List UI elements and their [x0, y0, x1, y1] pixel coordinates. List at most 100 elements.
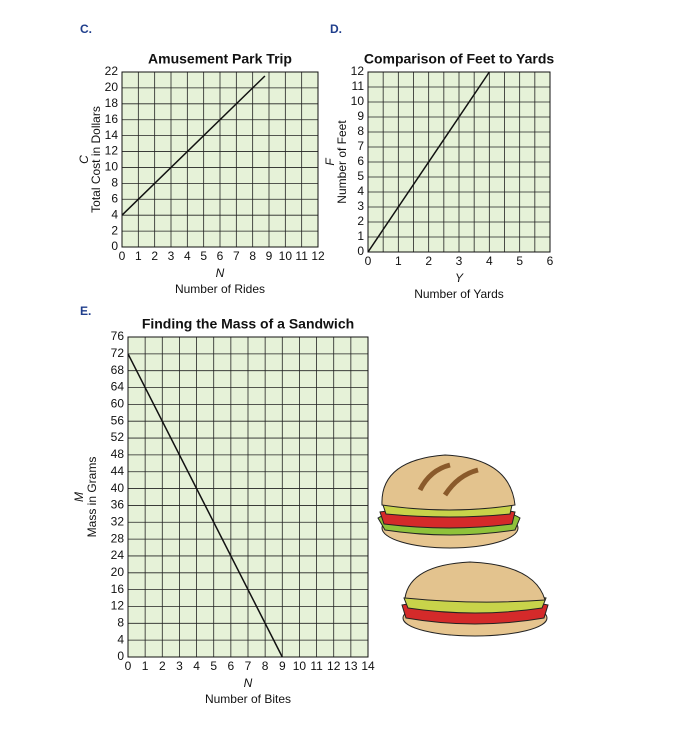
y-tick-label: 1 — [357, 229, 364, 243]
y-tick-label: 12 — [111, 599, 125, 613]
y-axis-label: Number of Feet — [335, 120, 349, 204]
x-tick-label: 6 — [547, 254, 554, 268]
y-tick-label: 76 — [111, 329, 125, 343]
y-tick-label: 12 — [351, 64, 365, 78]
x-tick-label: 4 — [184, 249, 191, 263]
y-tick-label: 40 — [111, 481, 125, 495]
y-tick-label: 6 — [357, 154, 364, 168]
y-tick-label: 28 — [111, 531, 125, 545]
y-tick-label: 7 — [357, 139, 364, 153]
y-axis-label: Mass in Grams — [85, 457, 99, 538]
y-tick-label: 0 — [111, 239, 118, 253]
y-tick-label: 3 — [357, 199, 364, 213]
x-tick-label: 7 — [245, 659, 252, 673]
y-tick-label: 0 — [357, 244, 364, 258]
chart-letter: D. — [330, 22, 342, 36]
x-axis-label: Number of Rides — [175, 282, 265, 296]
y-variable: C — [77, 155, 91, 164]
chart-letter: E. — [80, 304, 91, 318]
y-tick-label: 8 — [111, 176, 118, 190]
y-tick-label: 68 — [111, 363, 125, 377]
x-tick-label: 1 — [395, 254, 402, 268]
y-tick-label: 11 — [352, 79, 365, 93]
y-tick-label: 14 — [105, 128, 119, 142]
y-tick-label: 52 — [111, 430, 125, 444]
x-tick-label: 4 — [486, 254, 493, 268]
y-tick-label: 20 — [105, 80, 119, 94]
x-tick-label: 5 — [210, 659, 217, 673]
x-tick-label: 1 — [135, 249, 142, 263]
x-tick-label: 9 — [279, 659, 286, 673]
y-tick-label: 5 — [357, 169, 364, 183]
x-tick-label: 12 — [327, 659, 341, 673]
x-tick-label: 2 — [159, 659, 166, 673]
y-tick-label: 8 — [117, 615, 124, 629]
x-tick-label: 7 — [233, 249, 240, 263]
x-axis-label: Number of Yards — [414, 287, 504, 301]
y-tick-label: 4 — [357, 184, 364, 198]
y-tick-label: 2 — [111, 223, 118, 237]
chart-title: Comparison of Feet to Yards — [364, 51, 555, 67]
x-tick-label: 11 — [295, 249, 308, 263]
x-tick-label: 5 — [516, 254, 523, 268]
x-tick-label: 11 — [310, 659, 323, 673]
x-tick-label: 3 — [168, 249, 175, 263]
y-tick-label: 10 — [351, 94, 365, 108]
chart-letter: C. — [80, 22, 92, 36]
y-tick-label: 24 — [111, 548, 125, 562]
x-tick-label: 0 — [125, 659, 132, 673]
y-tick-label: 4 — [117, 632, 124, 646]
y-tick-label: 32 — [111, 514, 125, 528]
y-tick-label: 36 — [111, 498, 125, 512]
x-tick-label: 8 — [249, 249, 256, 263]
plot-border — [127, 336, 369, 658]
y-tick-label: 18 — [105, 96, 119, 110]
y-axis-label: Total Cost in Dollars — [89, 106, 103, 213]
plot-border — [367, 71, 551, 253]
x-tick-label: 9 — [266, 249, 273, 263]
y-tick-label: 9 — [357, 109, 364, 123]
data-line — [367, 71, 490, 253]
y-tick-label: 10 — [105, 160, 119, 174]
x-tick-label: 6 — [228, 659, 235, 673]
chart-title: Amusement Park Trip — [148, 51, 292, 67]
y-tick-label: 4 — [111, 207, 118, 221]
chart-title: Finding the Mass of a Sandwich — [142, 316, 354, 332]
x-variable: N — [244, 676, 253, 690]
y-tick-label: 56 — [111, 413, 125, 427]
x-tick-label: 2 — [425, 254, 432, 268]
x-tick-label: 4 — [193, 659, 200, 673]
sandwich-illustration — [377, 454, 549, 637]
y-tick-label: 22 — [105, 64, 119, 78]
y-tick-label: 8 — [357, 124, 364, 138]
y-tick-label: 20 — [111, 565, 125, 579]
y-tick-label: 16 — [111, 582, 125, 596]
x-tick-label: 14 — [361, 659, 375, 673]
x-tick-label: 5 — [200, 249, 207, 263]
y-variable: M — [72, 492, 86, 502]
x-variable: N — [216, 266, 225, 280]
x-tick-label: 12 — [311, 249, 325, 263]
y-tick-label: 72 — [111, 346, 125, 360]
data-line — [127, 353, 283, 658]
x-tick-label: 10 — [293, 659, 307, 673]
y-tick-label: 16 — [105, 112, 119, 126]
plot-border — [121, 71, 319, 248]
data-line — [121, 75, 266, 216]
y-variable: F — [323, 158, 337, 166]
x-tick-label: 3 — [176, 659, 183, 673]
y-tick-label: 12 — [105, 144, 119, 158]
x-tick-label: 1 — [142, 659, 149, 673]
y-tick-label: 2 — [357, 214, 364, 228]
x-variable: Y — [455, 271, 464, 285]
y-tick-label: 44 — [111, 464, 125, 478]
x-tick-label: 0 — [365, 254, 372, 268]
y-tick-label: 6 — [111, 191, 118, 205]
y-tick-label: 64 — [111, 380, 125, 394]
x-axis-label: Number of Bites — [205, 692, 291, 706]
x-tick-label: 2 — [151, 249, 158, 263]
y-tick-label: 0 — [117, 649, 124, 663]
